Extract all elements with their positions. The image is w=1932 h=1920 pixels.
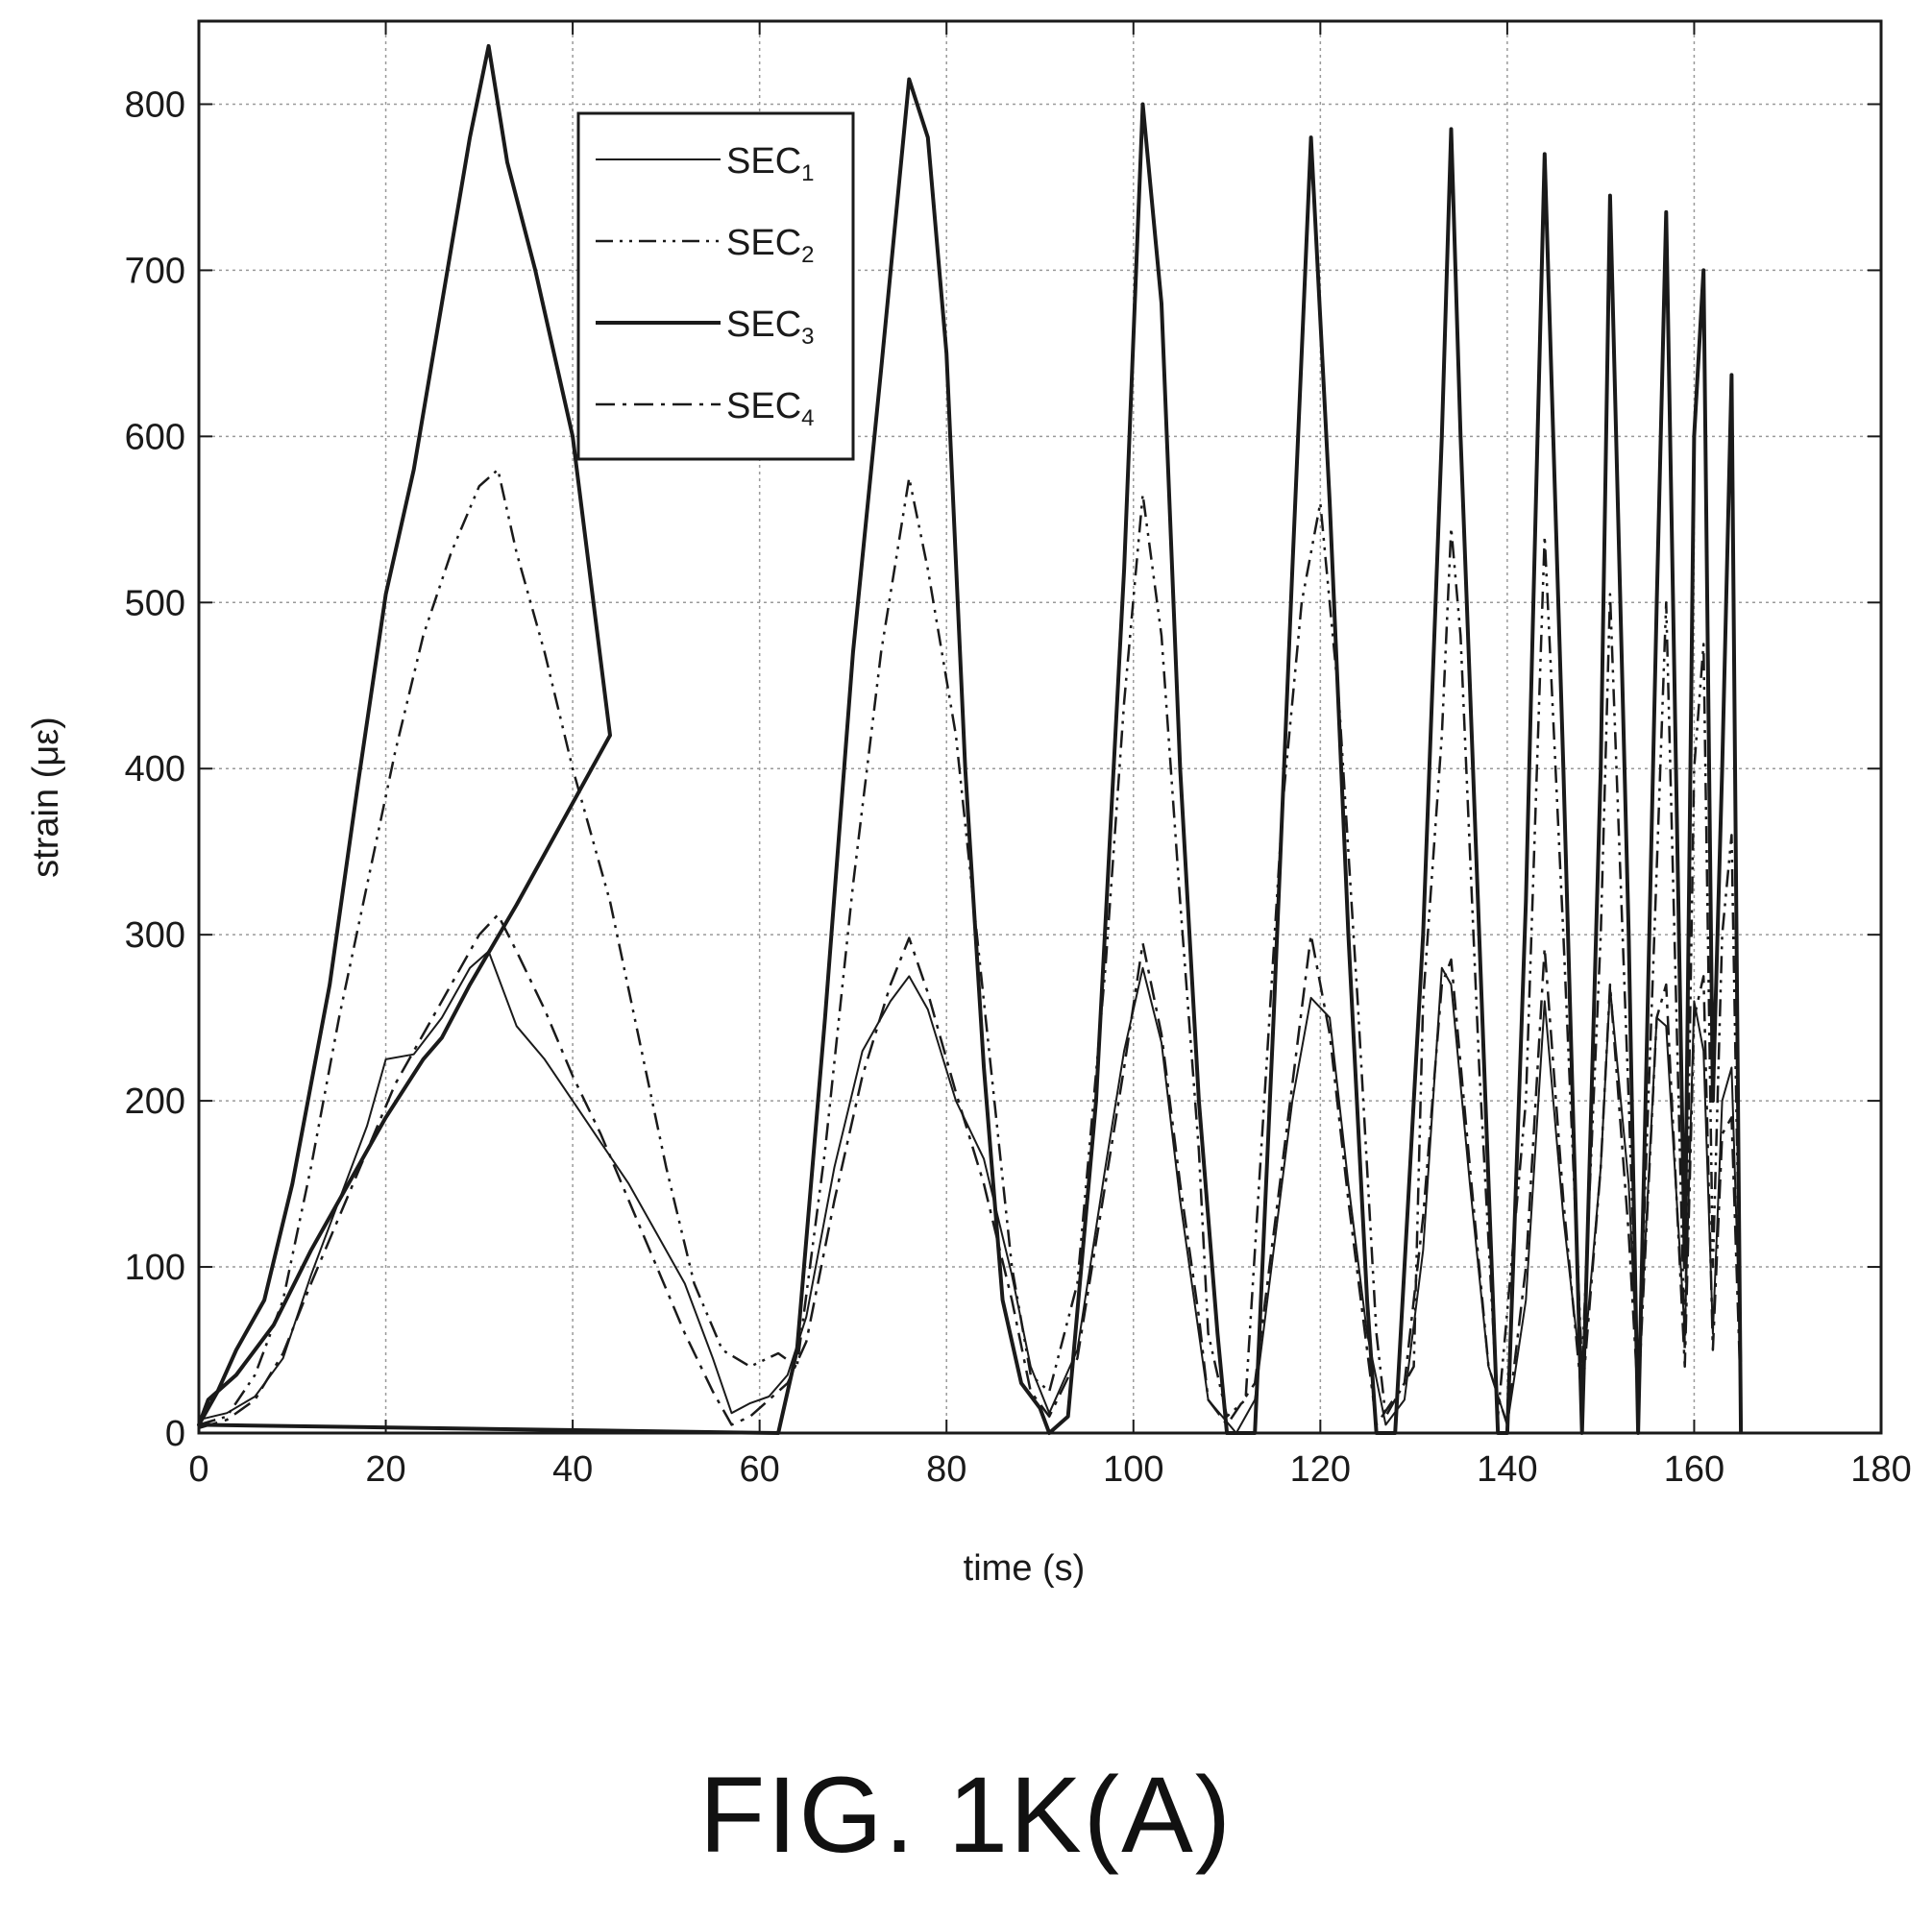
y-tick-label-500: 500: [125, 583, 185, 623]
y-tick-label-600: 600: [125, 417, 185, 457]
x-tick-label-180: 180: [1850, 1449, 1911, 1490]
y-tick-label-200: 200: [125, 1082, 185, 1122]
axis-ticks: [198, 21, 1882, 1434]
plot-frame: [197, 19, 1883, 1435]
x-tick-label-20: 20: [365, 1449, 405, 1490]
y-tick-label-0: 0: [165, 1414, 185, 1454]
series-lines: [197, 43, 1744, 1435]
y-axis-label: strain (με): [26, 717, 66, 878]
series-line-sec3: [197, 43, 1744, 1435]
y-tick-label-400: 400: [125, 749, 185, 790]
x-tick-label-0: 0: [188, 1449, 208, 1490]
x-tick-label-120: 120: [1290, 1449, 1351, 1490]
series-line-sec4: [198, 913, 1743, 1429]
figure-caption: FIG. 1K(A): [698, 1755, 1234, 1875]
grid-lines: [199, 21, 1881, 1433]
x-tick-label-160: 160: [1664, 1449, 1724, 1490]
x-axis-label: time (s): [964, 1548, 1086, 1589]
x-tick-label-60: 60: [740, 1449, 780, 1490]
legend-label-sec2: SEC2: [726, 223, 815, 268]
x-tick-label-80: 80: [926, 1449, 966, 1490]
y-tick-label-100: 100: [125, 1248, 185, 1288]
legend-label-sec4: SEC4: [726, 386, 815, 431]
x-tick-label-40: 40: [552, 1449, 593, 1490]
legend: SEC1 SEC2 SEC3 SEC4: [576, 111, 855, 461]
y-tick-label-800: 800: [125, 85, 185, 125]
x-tick-label-100: 100: [1103, 1449, 1163, 1490]
x-tick-labels: 0 20 40 60 80 100 120 140 160 180: [188, 1449, 1911, 1490]
legend-box: [576, 111, 855, 461]
y-tick-label-700: 700: [125, 251, 185, 291]
y-tick-label-300: 300: [125, 915, 185, 956]
legend-label-sec3: SEC3: [726, 304, 815, 350]
legend-label-sec1: SEC1: [726, 141, 815, 186]
series-line-sec2: [198, 468, 1743, 1426]
y-tick-labels: 0 100 200 300 400 500 600 700 800: [125, 85, 185, 1454]
x-tick-label-140: 140: [1477, 1449, 1537, 1490]
